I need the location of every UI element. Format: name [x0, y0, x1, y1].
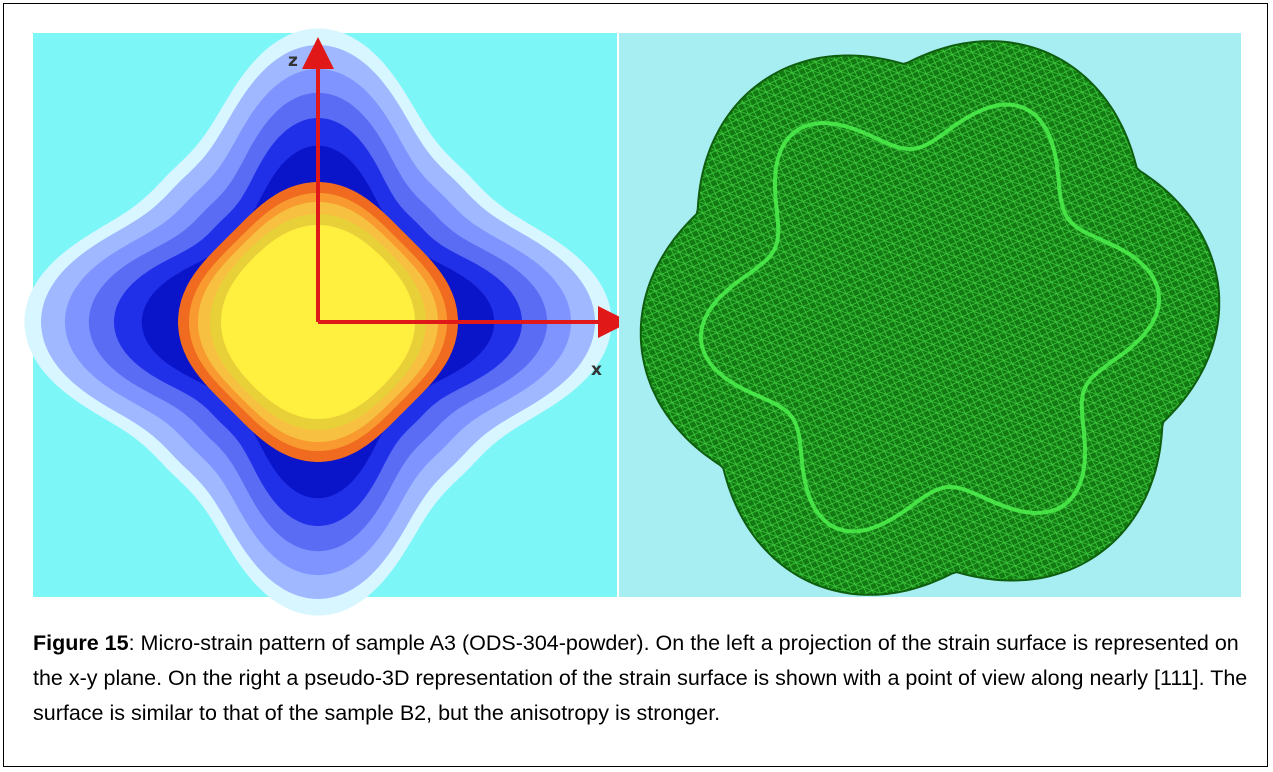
figure-frame — [3, 3, 1268, 767]
axis-label: x — [591, 360, 602, 380]
axis-label: z — [288, 51, 298, 71]
caption-label: Figure 15 — [33, 631, 129, 655]
surface-ridge — [699, 102, 1161, 534]
surface — [639, 40, 1221, 596]
figure: z x — [24, 28, 1241, 616]
caption: Figure 15: Micro-strain pattern of sampl… — [33, 626, 1248, 731]
strain-surface-3d — [639, 40, 1221, 596]
caption-text: : Micro-strain pattern of sample A3 (ODS… — [33, 631, 1248, 725]
